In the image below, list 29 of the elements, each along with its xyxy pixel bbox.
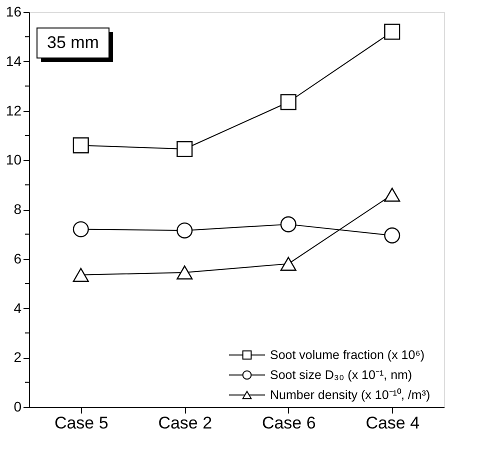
point — [72, 137, 89, 154]
point — [176, 222, 193, 238]
legend-label: Number density (x 10⁻¹⁰, /m³) — [270, 388, 430, 402]
annotation: 35 mm — [47, 33, 99, 52]
y-tick-label: 12 — [6, 102, 22, 118]
y-tick-label: 10 — [6, 152, 22, 168]
point — [384, 24, 400, 40]
point — [384, 227, 400, 244]
y-tick-label: 16 — [6, 4, 22, 20]
y-tick-label: 6 — [14, 250, 22, 266]
point — [176, 265, 193, 280]
point — [280, 216, 296, 232]
x-tick-label: Case 2 — [158, 414, 212, 432]
x-tick-label: Case 6 — [262, 414, 316, 432]
point — [280, 94, 296, 110]
point — [176, 141, 193, 158]
y-tick-label: 14 — [6, 52, 22, 69]
point — [72, 268, 89, 282]
y-tick-label: 2 — [14, 349, 22, 366]
x-tick-label: Case 4 — [366, 414, 420, 432]
point — [72, 221, 89, 238]
point — [280, 256, 296, 271]
point — [384, 188, 400, 202]
legend-label: Soot size D₃₀ (x 10⁻¹, nm) — [270, 368, 412, 382]
y-tick-label: 0 — [14, 398, 22, 414]
x-tick-label: Case 5 — [54, 414, 108, 432]
y-tick-label: 8 — [14, 201, 22, 217]
y-tick-label: 4 — [14, 300, 22, 316]
legend-label: Soot volume fraction (x 10⁶) — [270, 348, 425, 362]
